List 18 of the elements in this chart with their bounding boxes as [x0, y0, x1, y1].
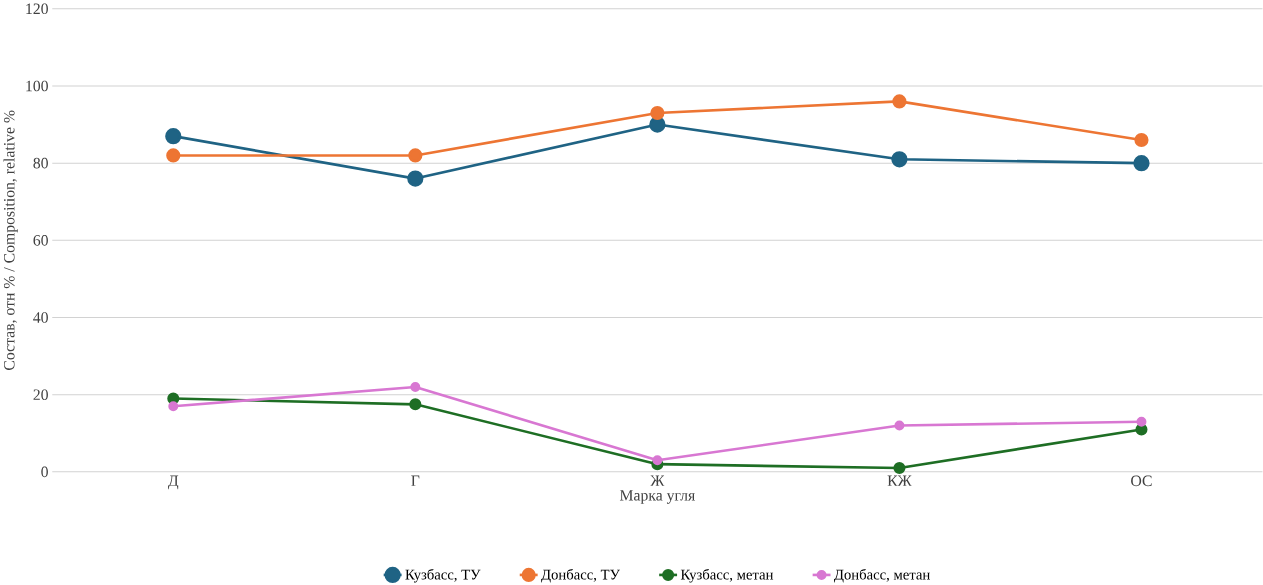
- x-tick-label: Д: [168, 475, 179, 490]
- legend-label: Кузбасс, метан: [680, 568, 774, 583]
- x-tick-label: Ж: [650, 475, 665, 486]
- y-tick-label: 100: [26, 80, 48, 92]
- legend-label: Кузбасс, ТУ: [405, 568, 481, 583]
- x-tick-label: Г: [411, 475, 420, 486]
- legend-label: Донбасс, ТУ: [541, 568, 620, 583]
- y-tick-label: 80: [33, 157, 48, 169]
- y-tick-label: 60: [33, 234, 48, 246]
- x-tick-label: КЖ: [887, 475, 912, 486]
- legend-label: Донбасс, метан: [834, 568, 930, 583]
- x-axis-title: Марка угля: [619, 490, 695, 504]
- y-tick-label: 40: [33, 312, 48, 323]
- y-tick-label: 120: [26, 3, 48, 15]
- y-tick-label: 0: [41, 466, 48, 478]
- x-tick-label: ОС: [1131, 475, 1152, 487]
- y-axis-title: Состав, отн % / Composition, relative %: [3, 110, 18, 370]
- y-tick-label: 20: [33, 389, 48, 400]
